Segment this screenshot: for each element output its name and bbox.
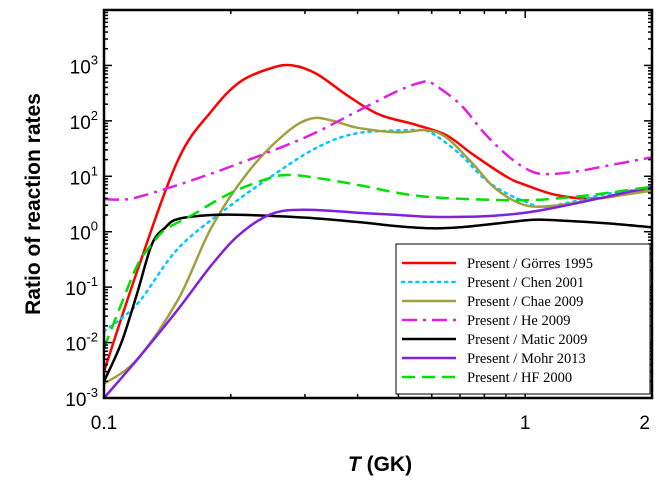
y-tick-label: 10-3 [65,385,98,411]
x-tick-label: 0.1 [91,413,117,434]
y-tick-label: 10-2 [65,330,98,356]
y-tick-label: 100 [70,219,98,245]
x-tick-label: 1 [520,413,531,434]
data-curves [104,63,652,398]
legend-label: Present / Görres 1995 [467,256,593,272]
y-axis-title: Ratio of reaction rates [22,93,45,315]
legend-label: Present / He 2009 [467,313,571,329]
y-tick-label: 10-1 [65,274,98,300]
legend-label: Present / Chae 2009 [467,294,583,310]
x-axis-title-unit: (GK) [361,453,412,476]
series-line-6 [104,173,652,349]
series-line-3 [104,79,652,201]
series-line-2 [104,116,652,386]
series-line-0 [104,63,652,373]
tick-labels: 10-3 10-2 10-1 100 101 102 103 0.1 1 2 [65,52,650,434]
legend-label: Present / Chen 2001 [467,275,584,291]
legend-label: Present / Matic 2009 [467,332,587,348]
y-tick-label: 101 [70,163,98,189]
series-line-4 [104,213,652,383]
x-axis-title: T (GK) [348,453,412,476]
x-tick-label: 2 [639,413,650,434]
y-tick-label: 103 [70,52,98,78]
legend: Present / Görres 1995 Present / Chen 2001… [395,243,651,395]
legend-label: Present / Mohr 2013 [467,351,586,367]
x-axis-title-symbol: T [348,453,363,476]
legend-label: Present / HF 2000 [467,370,572,386]
y-tick-label: 102 [70,108,98,134]
series-line-1 [104,128,652,333]
plot-frame [102,8,654,400]
series-line-5 [104,185,652,398]
